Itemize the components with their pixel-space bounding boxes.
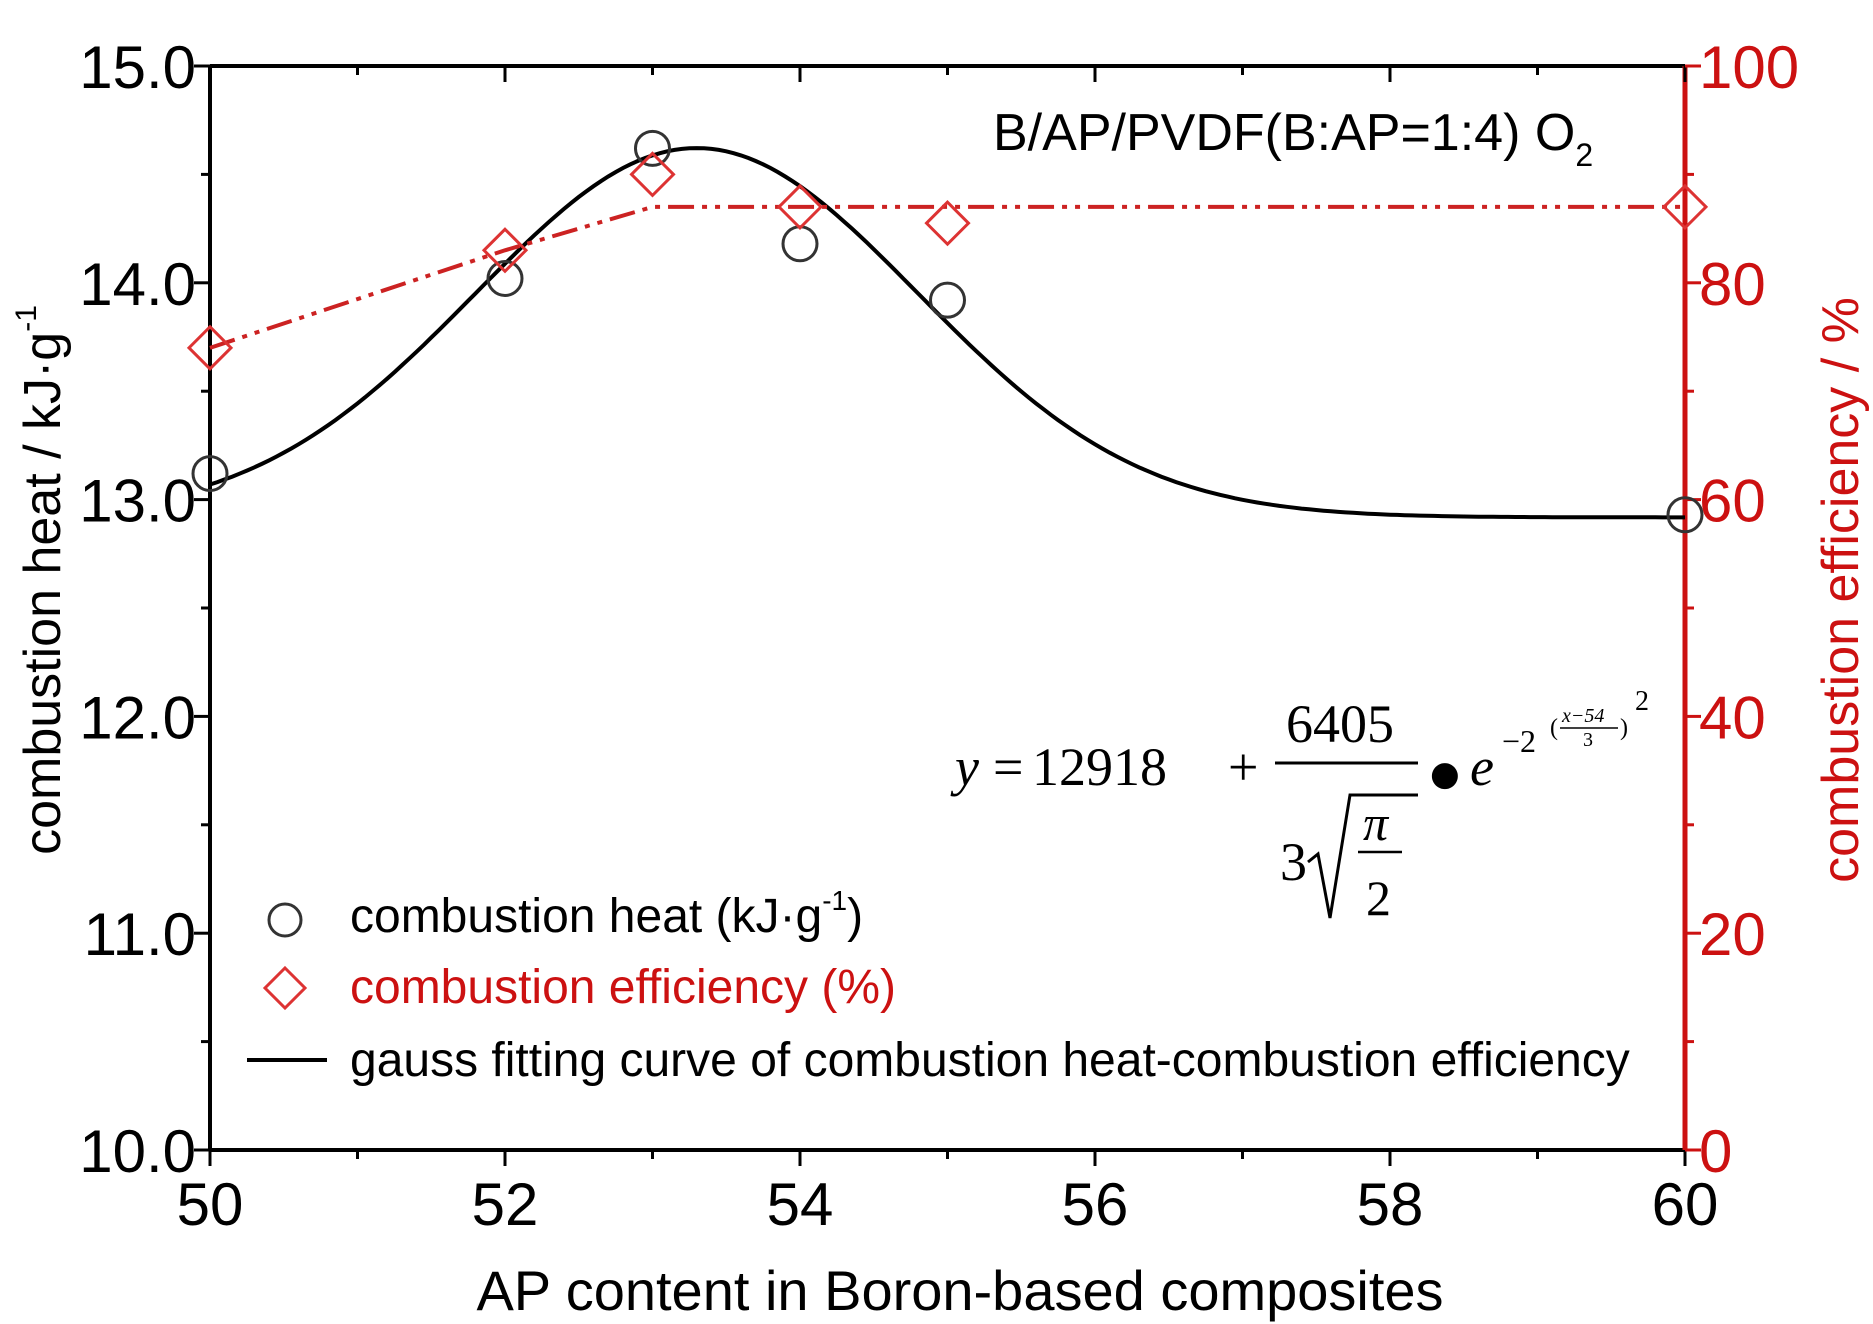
y-right-tick-label: 80	[1699, 251, 1766, 318]
y-axis-title-left-main: combustion heat / kJ·g	[14, 332, 72, 855]
x-tick-label: 60	[1652, 1171, 1719, 1238]
heat-point	[191, 455, 229, 493]
y-left-tick-label: 15.0	[79, 34, 196, 101]
y-left-tick-label: 14.0	[79, 251, 196, 318]
formula-two: 2	[1366, 870, 1391, 926]
legend: combustion heat (kJ·g-1) combustion effi…	[247, 885, 1630, 1087]
fit-lines	[209, 146, 1685, 520]
y-axis-title-left-sup: -1	[10, 305, 43, 332]
markers	[186, 129, 1709, 534]
heat-point	[1666, 496, 1704, 534]
annotation-label: B/AP/PVDF(B:AP=1:4) O2	[993, 104, 1593, 173]
formula-exp-open: (	[1550, 715, 1558, 741]
annotation-subscript: 2	[1575, 137, 1593, 173]
x-tick-label: 50	[177, 1171, 244, 1238]
legend-label-heat: combustion heat (kJ·g-1)	[350, 885, 863, 943]
efficiency-point	[481, 227, 529, 274]
y-right-tick-label: 0	[1699, 1118, 1732, 1185]
formula: y = 12918 + 6405 3 π 2 ● e −2 ( x−54 3 )…	[950, 686, 1649, 926]
annotation-main: B/AP/PVDF(B:AP=1:4) O	[993, 104, 1575, 162]
formula-plus: +	[1228, 737, 1258, 797]
legend-circle-marker	[267, 902, 303, 938]
formula-pi: π	[1363, 795, 1390, 851]
formula-sqrt-sign	[1307, 793, 1418, 919]
x-tick-label: 54	[767, 1171, 834, 1238]
legend-label-efficiency: combustion efficiency (%)	[350, 961, 896, 1014]
y-right-tick-label: 40	[1699, 684, 1766, 751]
formula-dot: ●	[1430, 754, 1460, 794]
heat-point	[634, 129, 671, 167]
efficiency-point	[924, 200, 971, 247]
gauss-fit-curve	[209, 146, 1685, 520]
ticks: 50 52 54 56 58 60 10.0 11.0 12.0 13.0 14.0 15.0 0 20 4…	[79, 34, 1799, 1238]
efficiency-point	[186, 324, 234, 371]
y-axis-title-left: combustion heat / kJ·g-1	[10, 305, 72, 855]
x-tick-label: 58	[1357, 1171, 1424, 1238]
y-left-tick-label: 12.0	[79, 684, 196, 751]
formula-exp-close: )	[1620, 715, 1628, 741]
formula-constant: 12918	[1032, 737, 1167, 797]
formula-numerator: 6405	[1286, 694, 1394, 754]
efficiency-point	[1661, 183, 1709, 231]
y-right-tick-label: 60	[1699, 468, 1766, 535]
formula-e: e	[1470, 737, 1494, 797]
x-axis-title: AP content in Boron-based composites	[476, 1259, 1443, 1322]
heat-point	[929, 281, 966, 319]
efficiency-point	[629, 151, 676, 198]
formula-equals: =	[993, 737, 1023, 797]
x-tick-label: 56	[1062, 1171, 1129, 1238]
y-right-tick-label: 20	[1699, 901, 1766, 968]
formula-exp-pow: 2	[1635, 686, 1649, 717]
formula-lhs: y	[950, 737, 979, 797]
y-axis-title-right: combustion efficiency / %	[1812, 297, 1870, 883]
legend-label-fit: gauss fitting curve of combustion heat-c…	[350, 1034, 1630, 1087]
formula-exp-den: 3	[1583, 729, 1593, 751]
efficiency-trend-line	[209, 204, 1685, 350]
legend-heat-main: combustion heat (kJ·g	[350, 890, 822, 943]
y-right-tick-label: 100	[1699, 34, 1799, 101]
heat-point	[781, 225, 819, 263]
legend-heat-suffix: )	[847, 890, 863, 943]
x-tick-label: 52	[472, 1171, 539, 1238]
formula-exp-num: x−54	[1561, 705, 1604, 727]
legend-heat-sup: -1	[822, 885, 847, 916]
efficiency-point	[776, 183, 824, 231]
formula-coef: 3	[1280, 832, 1307, 892]
formula-exp-prefix: −2	[1502, 723, 1536, 759]
y-left-tick-label: 11.0	[84, 901, 196, 968]
y-left-tick-label: 10.0	[79, 1118, 196, 1185]
legend-diamond-marker	[262, 965, 308, 1011]
y-left-tick-label: 13.0	[79, 468, 196, 535]
heat-point	[486, 259, 524, 297]
